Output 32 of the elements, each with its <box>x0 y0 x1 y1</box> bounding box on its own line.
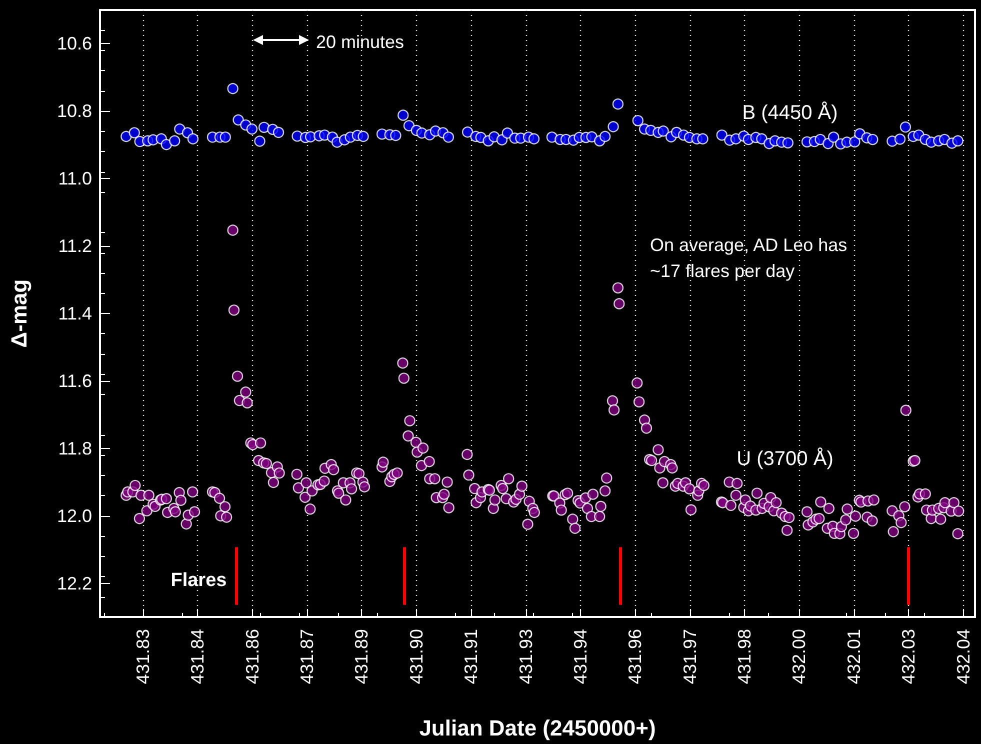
x-tick-label: 432.03 <box>898 629 919 684</box>
annotation: 20 minutes <box>316 32 404 52</box>
x-tick-label: 431.94 <box>570 629 590 684</box>
y-tick-label: 10.8 <box>56 101 92 122</box>
y-axis-title: Δ-mag <box>6 279 32 348</box>
x-tick-label: 431.83 <box>132 629 153 684</box>
x-axis-title: Julian Date (2450000+) <box>419 716 656 740</box>
y-tick-label: 11.6 <box>58 370 92 391</box>
y-tick-label: 10.6 <box>56 34 92 54</box>
y-tick-label: 11.4 <box>58 304 92 324</box>
x-tick-label: 431.87 <box>297 629 318 684</box>
x-tick-label: 432.04 <box>953 629 974 684</box>
y-tick-label: 11.0 <box>58 168 92 189</box>
series-label: U (3700 Å) <box>736 447 834 470</box>
x-tick-label: 431.96 <box>625 629 646 684</box>
x-tick-label: 431.91 <box>461 629 482 684</box>
x-tick-label: 431.93 <box>516 629 536 684</box>
y-tick-label: 12.2 <box>56 573 92 594</box>
x-tick-label: 431.98 <box>734 629 755 684</box>
x-tick-label: 431.84 <box>188 629 208 684</box>
x-tick-label: 432.00 <box>789 629 810 684</box>
x-tick-label: 431.89 <box>352 629 372 684</box>
x-tick-label: 431.86 <box>242 629 262 684</box>
y-tick-label: 11.2 <box>58 236 92 256</box>
y-tick-label: 11.8 <box>58 438 92 458</box>
x-tick-label: 431.90 <box>406 629 426 684</box>
y-tick-label: 12.0 <box>56 506 92 526</box>
x-tick-label: 432.01 <box>844 629 864 684</box>
x-tick-label: 431.97 <box>680 629 700 684</box>
annotation: On average, AD Leo has ~17 flares per day <box>650 235 848 281</box>
ref-line-label: Flares <box>170 570 227 592</box>
series-label: B (4450 Å) <box>742 101 838 124</box>
